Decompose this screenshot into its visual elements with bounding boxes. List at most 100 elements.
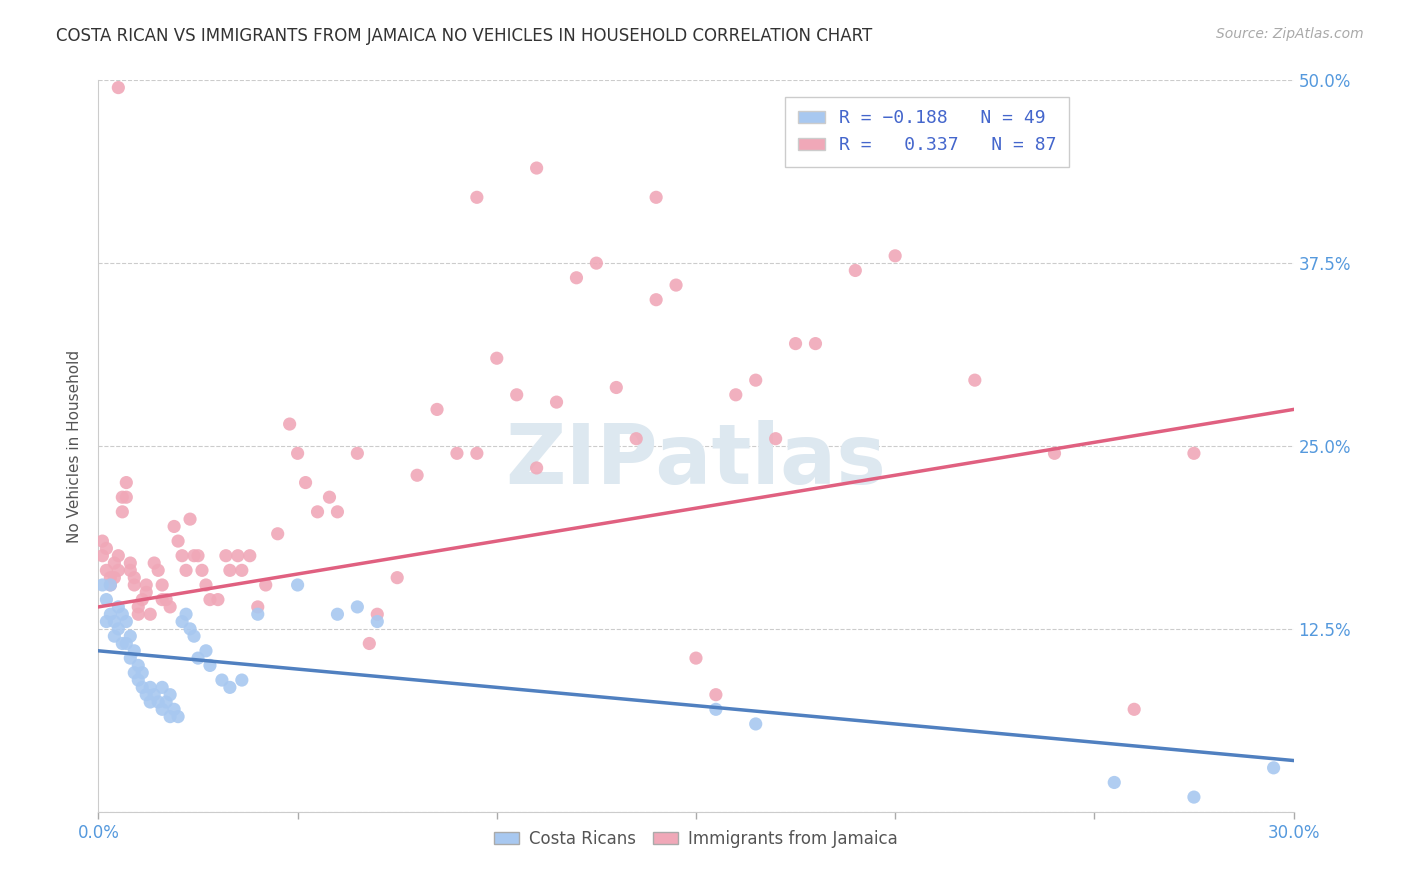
Point xyxy=(1123,702,1146,716)
Point xyxy=(1182,790,1205,805)
Point xyxy=(226,549,249,563)
Point xyxy=(485,351,508,366)
Point xyxy=(406,468,429,483)
Point xyxy=(167,534,190,549)
Point xyxy=(91,549,114,563)
Point xyxy=(219,563,242,577)
Point xyxy=(150,578,173,592)
Point xyxy=(765,432,787,446)
Point xyxy=(174,563,197,577)
Point xyxy=(174,607,197,622)
Point xyxy=(366,607,388,622)
Point xyxy=(785,336,807,351)
Point xyxy=(704,702,727,716)
Point xyxy=(645,190,668,204)
Point xyxy=(131,681,153,695)
Point xyxy=(107,549,129,563)
Point xyxy=(346,446,368,460)
Point xyxy=(131,592,153,607)
Point xyxy=(231,563,253,577)
Text: ZIPatlas: ZIPatlas xyxy=(506,420,886,501)
Point xyxy=(91,534,114,549)
Point xyxy=(326,505,349,519)
Point xyxy=(115,475,138,490)
Point xyxy=(446,446,468,460)
Point xyxy=(287,578,309,592)
Point xyxy=(246,607,269,622)
Point xyxy=(359,636,381,650)
Point xyxy=(215,549,238,563)
Point xyxy=(111,607,134,622)
Point xyxy=(127,658,149,673)
Point xyxy=(143,688,166,702)
Point xyxy=(91,578,114,592)
Point xyxy=(465,190,488,204)
Point xyxy=(159,599,181,614)
Point xyxy=(685,651,707,665)
Point xyxy=(155,695,177,709)
Point xyxy=(96,615,118,629)
Point xyxy=(198,658,221,673)
Point xyxy=(267,526,290,541)
Point xyxy=(179,512,201,526)
Point xyxy=(115,615,138,629)
Point xyxy=(135,688,157,702)
Point xyxy=(124,578,146,592)
Legend: Costa Ricans, Immigrants from Jamaica: Costa Ricans, Immigrants from Jamaica xyxy=(488,823,904,855)
Point xyxy=(1182,446,1205,460)
Point xyxy=(326,607,349,622)
Point xyxy=(115,636,138,650)
Point xyxy=(163,702,186,716)
Point xyxy=(385,571,409,585)
Point xyxy=(111,505,134,519)
Point xyxy=(139,607,162,622)
Point xyxy=(107,563,129,577)
Point xyxy=(219,681,242,695)
Point xyxy=(98,578,122,592)
Point xyxy=(111,490,134,504)
Point xyxy=(167,709,190,723)
Y-axis label: No Vehicles in Household: No Vehicles in Household xyxy=(67,350,83,542)
Point xyxy=(155,592,177,607)
Point xyxy=(626,432,648,446)
Point xyxy=(124,571,146,585)
Point xyxy=(96,563,118,577)
Point xyxy=(103,615,125,629)
Point xyxy=(318,490,340,504)
Point xyxy=(150,681,173,695)
Point xyxy=(120,556,142,570)
Point xyxy=(231,673,253,687)
Point xyxy=(207,592,229,607)
Point xyxy=(195,578,218,592)
Text: COSTA RICAN VS IMMIGRANTS FROM JAMAICA NO VEHICLES IN HOUSEHOLD CORRELATION CHAR: COSTA RICAN VS IMMIGRANTS FROM JAMAICA N… xyxy=(56,27,873,45)
Point xyxy=(103,556,125,570)
Point xyxy=(127,607,149,622)
Point xyxy=(526,461,548,475)
Point xyxy=(724,388,747,402)
Point xyxy=(346,599,368,614)
Point xyxy=(963,373,986,387)
Point xyxy=(120,651,142,665)
Point xyxy=(98,578,122,592)
Point xyxy=(96,541,118,556)
Point xyxy=(187,549,209,563)
Point xyxy=(804,336,827,351)
Point xyxy=(127,673,149,687)
Point xyxy=(131,665,153,680)
Point xyxy=(127,599,149,614)
Point xyxy=(278,417,301,431)
Point xyxy=(198,592,221,607)
Point xyxy=(239,549,262,563)
Point xyxy=(366,615,388,629)
Point xyxy=(148,695,170,709)
Point xyxy=(526,161,548,175)
Point xyxy=(143,556,166,570)
Point xyxy=(1104,775,1126,789)
Point xyxy=(287,446,309,460)
Point xyxy=(120,629,142,643)
Point xyxy=(150,592,173,607)
Point xyxy=(704,688,727,702)
Point xyxy=(107,622,129,636)
Point xyxy=(124,665,146,680)
Point xyxy=(107,599,129,614)
